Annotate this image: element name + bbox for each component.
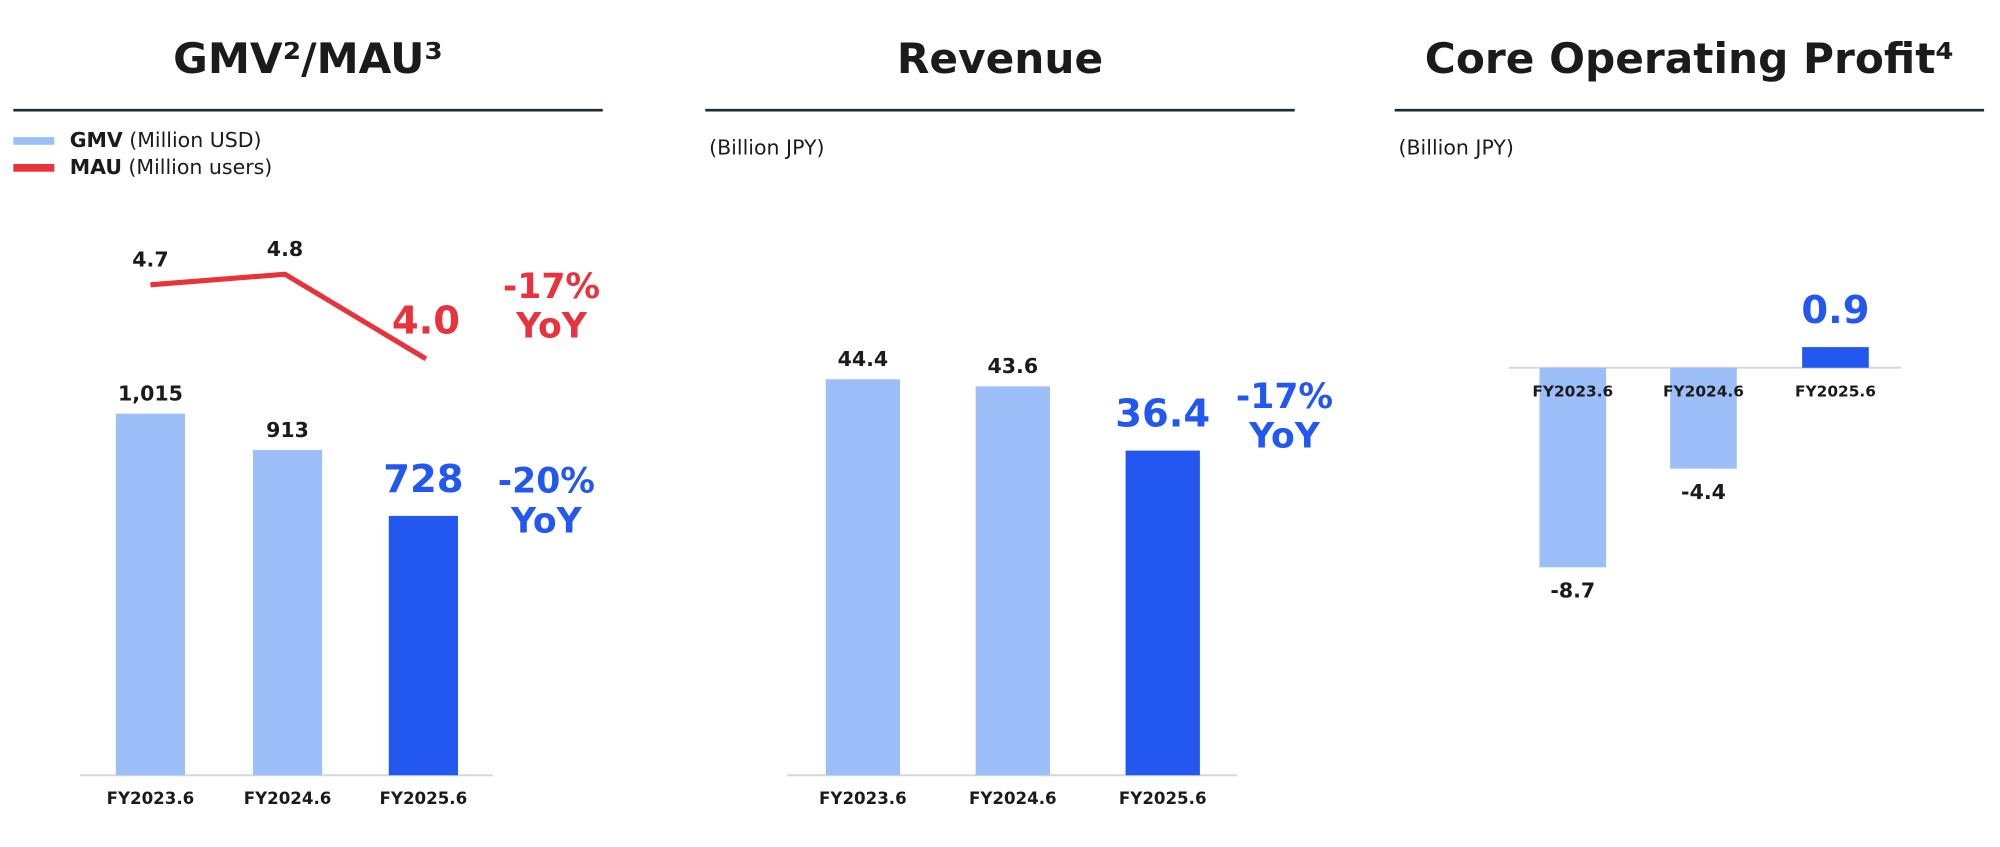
bar [388, 515, 458, 776]
subtitle: (Billion JPY) [1399, 136, 1514, 160]
value-label: 43.6 [988, 354, 1039, 378]
x-tick-label: FY2024.6 [969, 789, 1057, 808]
value-label: 728 [383, 457, 463, 502]
x-tick-label: FY2023.6 [1532, 383, 1613, 401]
value-label: 1,015 [118, 381, 183, 405]
legend-swatch [13, 164, 55, 172]
legend-label: MAU (Million users) [70, 155, 273, 179]
x-tick-label: FY2023.6 [819, 789, 907, 808]
value-label: 44.4 [838, 347, 889, 371]
annotation: YoY [515, 307, 588, 347]
value-label: 913 [266, 418, 309, 442]
x-tick-label: FY2023.6 [107, 789, 195, 808]
bar [1802, 347, 1869, 368]
x-tick-label: FY2024.6 [1663, 383, 1744, 401]
chart-title: Revenue [897, 34, 1103, 83]
chart-title: Core Operating Profit⁴ [1425, 34, 1954, 83]
x-tick-label: FY2025.6 [1795, 383, 1876, 401]
subtitle: (Billion JPY) [709, 136, 824, 160]
bar [825, 379, 901, 776]
bar [115, 413, 186, 776]
value-label: 0.9 [1801, 288, 1869, 333]
value-label: -8.7 [1550, 579, 1595, 603]
line-value-label: 4.7 [132, 247, 168, 271]
bar [1539, 367, 1607, 568]
value-label: 36.4 [1115, 392, 1210, 437]
annotation: -20% [498, 462, 595, 502]
annotation: -17% [503, 267, 600, 307]
bar [252, 450, 323, 776]
legend-unit: (Million users) [128, 155, 272, 179]
legend-name: GMV [70, 128, 123, 152]
x-tick-label: FY2025.6 [1119, 789, 1207, 808]
line [150, 271, 428, 361]
legend-label: GMV (Million USD) [70, 128, 262, 152]
chart-title: GMV²/MAU³ [173, 34, 443, 83]
value-label: -4.4 [1681, 480, 1726, 504]
x-tick-label: FY2025.6 [380, 789, 468, 808]
x-tick-label: FY2024.6 [244, 789, 332, 808]
bar [1125, 450, 1200, 776]
legend-unit: (Million USD) [129, 128, 261, 152]
bar [975, 386, 1050, 776]
legend-swatch [13, 137, 55, 145]
annotation: -17% [1236, 377, 1333, 417]
bar [1670, 367, 1737, 469]
annotation: YoY [510, 501, 583, 541]
legend-name: MAU [70, 155, 122, 179]
line-value-label: 4.0 [392, 298, 460, 343]
line-value-label: 4.8 [267, 237, 303, 261]
annotation: YoY [1248, 417, 1321, 457]
